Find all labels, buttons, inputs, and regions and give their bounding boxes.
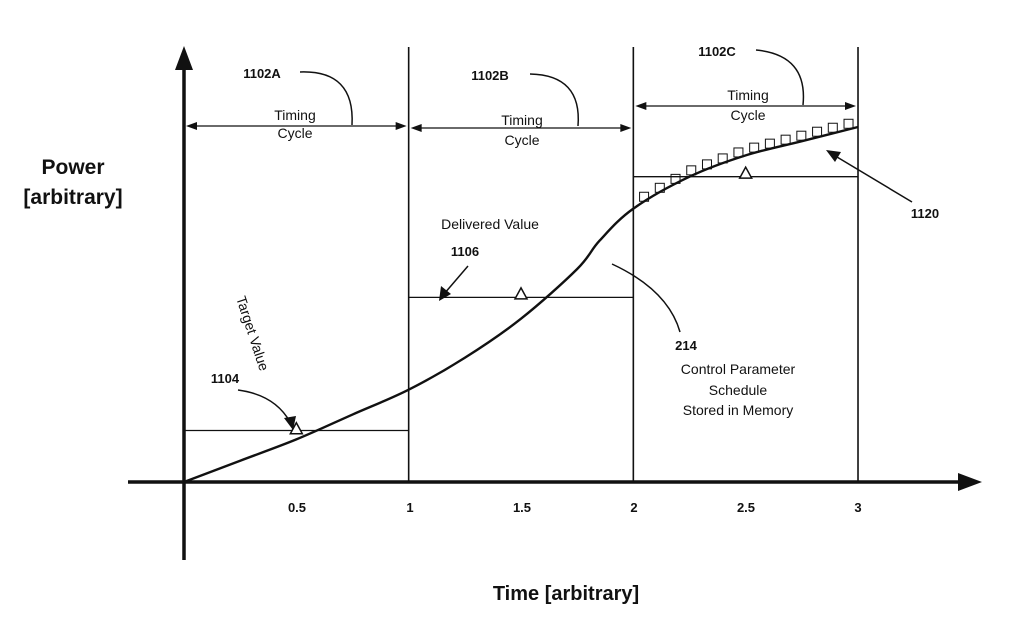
x-tick-label-1: 1 bbox=[406, 500, 413, 515]
timing-cycle-b-label-line-1: Timing bbox=[501, 112, 543, 128]
staircase-step-14 bbox=[843, 118, 854, 129]
target-value-marker-2 bbox=[513, 286, 529, 300]
staircase-step-9 bbox=[764, 138, 775, 149]
staircase-step-12 bbox=[812, 126, 823, 137]
timing-cycle-span-arrow-left-1 bbox=[186, 122, 197, 130]
ref-1106: 1106 bbox=[451, 244, 479, 259]
ref-1102a: 1102A bbox=[243, 66, 281, 81]
ref-1102a-leader bbox=[299, 71, 353, 126]
timing-cycle-refs: 1102A 1102B 1102C bbox=[243, 44, 805, 127]
y-axis-title-line-1: Power bbox=[41, 156, 104, 179]
ref-1102c-leader bbox=[755, 49, 805, 106]
staircase-step-8 bbox=[749, 142, 760, 153]
x-tick-label-0-5: 0.5 bbox=[288, 500, 306, 515]
ref-1102c: 1102C bbox=[698, 44, 736, 59]
y-axis-title-line-2: [arbitrary] bbox=[23, 186, 122, 209]
delivered-value-annotation: Delivered Value 1106 bbox=[439, 216, 539, 301]
target-value-annotation: Target Value 1104 bbox=[211, 294, 296, 430]
target-value-marker-3 bbox=[738, 165, 753, 179]
staircase-step-13 bbox=[827, 122, 838, 133]
control-schedule-annotation: 214 Control Parameter Schedule Stored in… bbox=[611, 263, 796, 418]
x-tick-label-3: 3 bbox=[854, 500, 861, 515]
control-schedule-label-line-3: Stored in Memory bbox=[683, 402, 793, 418]
staircase-annotation: 1120 bbox=[826, 150, 939, 221]
timing-cycle-a-label-line-1: Timing bbox=[274, 107, 316, 123]
staircase-step-10 bbox=[780, 134, 791, 145]
ref-214: 214 bbox=[675, 338, 697, 353]
delivered-value-label: Delivered Value bbox=[441, 216, 539, 232]
timing-cycle-span-arrow-right-1 bbox=[395, 122, 407, 130]
timing-cycle-span-arrow-left-3 bbox=[635, 102, 647, 110]
control-schedule-label-line-2: Schedule bbox=[709, 382, 768, 398]
timing-cycle-c-label-line-2: Cycle bbox=[730, 107, 765, 123]
control-parameter-schedule-curve bbox=[183, 125, 859, 484]
control-schedule-label-line-1: Control Parameter bbox=[681, 361, 796, 377]
cycle-boundary-lines bbox=[407, 47, 859, 482]
ref-1106-leader bbox=[443, 265, 469, 295]
y-axis-arrowhead bbox=[175, 46, 193, 70]
ref-1104: 1104 bbox=[211, 371, 240, 386]
timing-cycle-span-arrow-right-3 bbox=[845, 102, 857, 110]
timing-cycle-span-arrow-left-2 bbox=[410, 124, 422, 132]
timing-cycle-a-label-line-2: Cycle bbox=[277, 125, 312, 141]
staircase-step-11 bbox=[796, 130, 807, 141]
target-value-label: Target Value bbox=[233, 294, 272, 373]
timing-cycle-b-label-line-2: Cycle bbox=[504, 132, 539, 148]
ref-1120-arrowhead bbox=[826, 150, 841, 162]
axes bbox=[128, 46, 982, 560]
x-tick-label-1-5: 1.5 bbox=[513, 500, 531, 515]
x-axis-arrowhead bbox=[958, 473, 982, 491]
ref-1102b: 1102B bbox=[471, 68, 509, 83]
x-axis-title: Time [arbitrary] bbox=[493, 583, 639, 605]
x-tick-label-2-5: 2.5 bbox=[737, 500, 755, 515]
ref-1104-leader bbox=[237, 389, 291, 423]
ref-1120-leader bbox=[831, 153, 913, 203]
ref-1106-arrowhead bbox=[439, 286, 451, 301]
timing-cycle-spans bbox=[186, 102, 857, 132]
timing-cycle-span-arrow-right-2 bbox=[620, 124, 632, 132]
timing-cycle-c-label-line-1: Timing bbox=[727, 87, 769, 103]
target-value-markers bbox=[289, 165, 753, 435]
ref-1102b-leader bbox=[529, 73, 579, 127]
ref-1104-arrowhead bbox=[284, 416, 296, 430]
x-tick-labels: 0.5 1 1.5 2 2.5 3 bbox=[288, 500, 862, 515]
timing-cycle-labels: Timing Cycle Timing Cycle Timing Cycle bbox=[274, 87, 769, 148]
x-tick-label-2: 2 bbox=[630, 500, 637, 515]
ref-214-leader bbox=[611, 263, 681, 333]
ref-1120: 1120 bbox=[911, 206, 939, 221]
staircase-approximation bbox=[639, 118, 854, 202]
